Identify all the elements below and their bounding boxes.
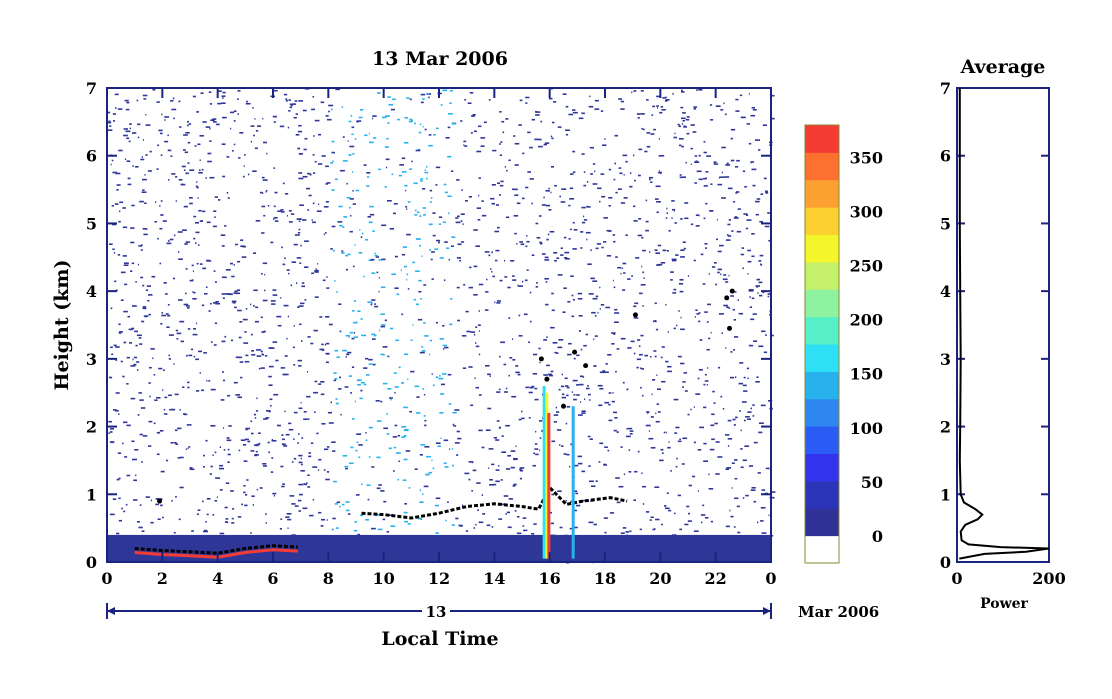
- cloud-point: [632, 312, 638, 318]
- colorbar-swatch: [805, 316, 839, 345]
- cloud-point: [544, 376, 550, 382]
- avg-x-tick-label: 0: [951, 569, 962, 588]
- date-axis-left-arrow: [107, 607, 115, 615]
- colorbar-swatch: [805, 344, 839, 372]
- colorbar-frame: [804, 124, 840, 564]
- x-tick-label: 0: [765, 569, 776, 588]
- x-tick-label: 20: [649, 569, 671, 588]
- date-month-label: Mar 2006: [798, 603, 879, 621]
- colorbar-swatch: [805, 508, 839, 537]
- colorbar-tick-label: 200: [850, 311, 883, 330]
- x-tick-label: 4: [212, 569, 223, 588]
- x-tick-label: 2: [157, 569, 168, 588]
- cloud-point: [583, 363, 589, 369]
- colorbar-swatches: [805, 125, 839, 564]
- y-tick-label: 1: [86, 485, 97, 504]
- colorbar-swatch: [805, 125, 839, 153]
- x-tick-label: 0: [101, 569, 112, 588]
- colorbar-swatch: [805, 261, 839, 290]
- colorbar-swatch: [805, 398, 839, 427]
- colorbar-swatch: [805, 234, 839, 263]
- average-plot-frame: [956, 87, 1050, 563]
- colorbar-ticks: 0 50 100 150 200 250 300 350: [850, 148, 883, 546]
- date-day-label: 13: [426, 603, 447, 621]
- colorbar-tick-label: 300: [850, 203, 883, 222]
- cloud-point: [538, 356, 544, 362]
- cloud-point: [729, 288, 735, 294]
- main-x-axis-label: Local Time: [381, 628, 498, 650]
- y-tick-label: 4: [86, 282, 97, 301]
- main-plot-frame: [106, 87, 772, 563]
- colorbar-swatch: [805, 207, 839, 235]
- colorbar-tick-label: 100: [850, 419, 883, 438]
- avg-x-tick-label: 200: [1032, 569, 1065, 588]
- colorbar-tick-label: 150: [850, 365, 883, 384]
- cloud-base-trace-1: [134, 544, 298, 555]
- colorbar-swatch: [805, 371, 839, 400]
- avg-y-tick-label: 5: [940, 214, 951, 233]
- y-tick-label: 2: [86, 418, 97, 437]
- colorbar-tick-label: 0: [872, 527, 883, 546]
- average-title: Average: [960, 56, 1046, 78]
- average-power-line: [958, 88, 1050, 560]
- cloud-point: [724, 295, 730, 301]
- main-y-axis-label: Height (km): [51, 260, 73, 391]
- cloud-point: [157, 498, 163, 504]
- average-panel: Average 0 1 2 3 4 5 6 7 0 200 Power: [940, 56, 1066, 612]
- colorbar-swatch: [805, 152, 839, 181]
- date-axis: 13 Mar 2006: [106, 602, 879, 621]
- x-tick-label: 22: [705, 569, 727, 588]
- colorbar-swatch: [805, 480, 839, 509]
- x-tick-label: 8: [323, 569, 334, 588]
- colorbar-tick-label: 250: [850, 257, 883, 276]
- avg-y-tick-label: 0: [940, 553, 951, 572]
- y-tick-label: 3: [86, 350, 97, 369]
- avg-y-tick-label: 1: [940, 485, 951, 504]
- cloud-point: [727, 325, 732, 331]
- avg-y-tick-label: 7: [940, 79, 951, 98]
- colorbar-swatch: [805, 179, 839, 208]
- y-tick-label: 6: [86, 147, 97, 166]
- x-tick-label: 10: [373, 569, 395, 588]
- average-x-axis-label: Power: [980, 596, 1028, 612]
- colorbar-tick-label: 350: [850, 148, 883, 167]
- date-axis-right-arrow: [763, 607, 771, 615]
- date-day-label-bg: [422, 602, 450, 620]
- average-y-axis: 0 1 2 3 4 5 6 7: [940, 79, 1049, 572]
- avg-y-tick-label: 2: [940, 418, 951, 437]
- y-tick-label: 0: [86, 553, 97, 572]
- x-tick-label: 16: [539, 569, 561, 588]
- average-x-axis: 0 200: [951, 554, 1066, 588]
- cloud-base-trace-2: [361, 484, 628, 520]
- heatmap-image: [107, 88, 776, 564]
- main-x-axis: 0 2 4 6 8 10 12 14 16 18 20 22 0: [101, 88, 777, 588]
- avg-y-tick-label: 4: [940, 282, 951, 301]
- main-title: 13 Mar 2006: [372, 48, 508, 70]
- colorbar-swatch: [805, 535, 839, 564]
- avg-y-tick-label: 3: [940, 350, 951, 369]
- main-y-axis: 0 1 2 3 4 5 6 7: [86, 79, 771, 572]
- cloud-point: [572, 349, 578, 355]
- colorbar-swatch: [805, 426, 839, 454]
- colorbar-swatch: [805, 289, 839, 318]
- colorbar: 0 50 100 150 200 250 300 350: [804, 124, 883, 564]
- x-tick-label: 14: [483, 569, 505, 588]
- x-tick-label: 6: [267, 569, 278, 588]
- avg-y-tick-label: 6: [940, 147, 951, 166]
- colorbar-tick-label: 50: [861, 473, 883, 492]
- y-tick-label: 7: [86, 79, 97, 98]
- x-tick-label: 12: [428, 569, 450, 588]
- colorbar-swatch: [805, 453, 839, 482]
- x-tick-label: 18: [594, 569, 616, 588]
- y-tick-label: 5: [86, 214, 97, 233]
- cloud-point: [561, 403, 566, 409]
